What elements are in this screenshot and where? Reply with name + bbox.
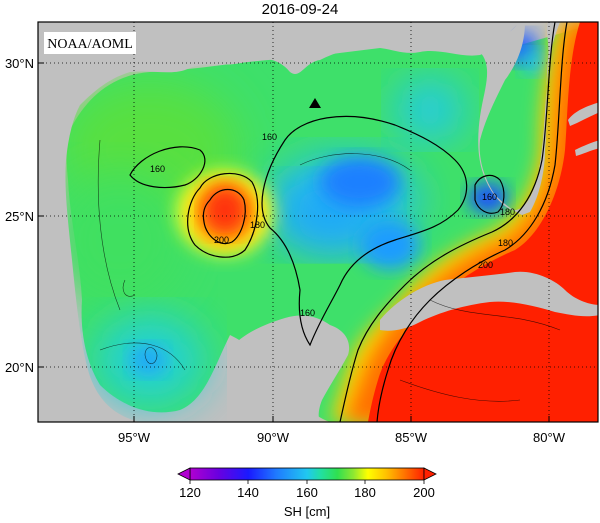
contour-200-loop: [376, 22, 568, 422]
lon-label: 85°W: [395, 430, 428, 445]
lon-label: 95°W: [118, 430, 151, 445]
contour-label: 160: [262, 132, 277, 142]
axis-ticks: [38, 62, 550, 422]
lon-label: 80°W: [533, 430, 566, 445]
colorbar-max-arrow: [423, 467, 437, 481]
station-marker-icon: [309, 98, 321, 108]
credit-box: NOAA/AOML: [44, 32, 136, 54]
contour-lines: [97, 22, 568, 422]
contour-200: [202, 188, 246, 245]
map-frame: [37, 21, 599, 423]
map-area: 160 160 180 200 160 160 180 200 180: [38, 22, 598, 422]
contour-180-loop: [339, 22, 556, 422]
lat-label: 20°N: [5, 360, 34, 375]
colorbar-tick-label: 160: [296, 485, 318, 500]
contour-160-central: [261, 115, 468, 347]
colorbar-tick-label: 200: [413, 485, 435, 500]
contour-label: 160: [300, 308, 315, 318]
colorbar-gradient: [189, 467, 425, 481]
graticule: [38, 22, 598, 422]
contour-label: 180: [250, 220, 265, 230]
colorbar-tick-label: 180: [354, 485, 376, 500]
contour-label: 180: [498, 238, 513, 248]
contour-180: [187, 172, 259, 258]
contour-label: 180: [500, 207, 515, 217]
contour-label: 200: [478, 260, 493, 270]
contour-label-group: 160 160 180 200 160 160 180 200 180: [150, 132, 515, 318]
colorbar: 120 140 160 180 200 SH [cm]: [177, 467, 437, 519]
colorbar-min-arrow: [177, 467, 191, 481]
colorbar-tick-label: 140: [237, 485, 259, 500]
lat-label: 25°N: [5, 209, 34, 224]
lon-label: 90°W: [257, 430, 290, 445]
contour-label: 200: [214, 235, 229, 245]
credit-text: NOAA/AOML: [47, 37, 133, 52]
land-masses: [38, 22, 598, 422]
map-title: 2016-09-24: [261, 1, 339, 18]
colorbar-tick-label: 120: [179, 485, 201, 500]
contour-160-west: [129, 146, 206, 189]
contour-label: 160: [482, 192, 497, 202]
contour-label: 160: [150, 164, 165, 174]
colorbar-title: SH [cm]: [284, 504, 330, 519]
contour-160-southfl: [474, 174, 505, 214]
lat-label: 30°N: [5, 56, 34, 71]
